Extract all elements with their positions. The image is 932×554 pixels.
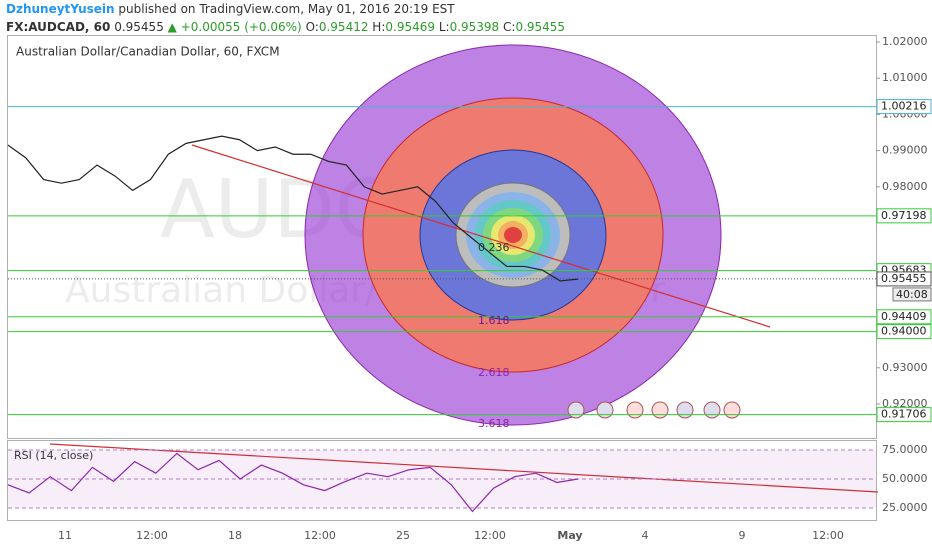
current-price-label: 0.95455 — [881, 272, 927, 285]
time-label: May — [557, 529, 582, 542]
header-line-2: FX:AUDCAD, 60 0.95455 ▲ +0.00055 (+0.06%… — [6, 20, 565, 34]
price-tick-label: 1.02000 — [882, 35, 928, 48]
l: 0.95398 — [450, 20, 500, 34]
price-label: 0.94000 — [881, 325, 927, 338]
rsi-tick-label: 25.0000 — [882, 501, 928, 514]
fib-label: 2.618 — [478, 366, 510, 379]
rsi-line — [7, 452, 579, 513]
price-label: 1.00216 — [881, 100, 927, 113]
l-label: L: — [439, 20, 450, 34]
current-price-bg — [876, 271, 932, 287]
price-label: 0.97198 — [881, 209, 927, 222]
fib-label: 1.618 — [478, 314, 510, 327]
price-tick-label: 0.99000 — [882, 144, 928, 157]
rsi-tick-label: 75.0000 — [882, 443, 928, 456]
event-icon — [651, 401, 669, 419]
time-label: 12:00 — [304, 529, 336, 542]
time-label: 12:00 — [474, 529, 506, 542]
trend-line — [191, 144, 771, 328]
price-tick-label: 0.93000 — [882, 361, 928, 374]
price-label-bg — [876, 324, 932, 340]
price-label: 0.91706 — [881, 408, 927, 421]
events — [567, 401, 741, 419]
price-label-bg — [876, 99, 932, 115]
published: published on TradingView.com, May 01, 20… — [118, 2, 455, 16]
o-label: O: — [306, 20, 319, 34]
time-label: 11 — [58, 529, 72, 542]
price-tick-label: 0.98000 — [882, 180, 928, 193]
fib-circles — [304, 44, 722, 426]
author: DzhuneytYusein — [6, 2, 115, 16]
time-label: 12:00 — [812, 529, 844, 542]
time-label: 4 — [642, 529, 649, 542]
rsi-tick-label: 50.0000 — [882, 472, 928, 485]
last: 0.95455 — [114, 20, 164, 34]
fib-label: 3.618 — [478, 417, 510, 430]
time-label: 9 — [739, 529, 746, 542]
price-label-bg — [876, 208, 932, 224]
event-icon — [596, 401, 614, 419]
header-line-1: DzhuneytYusein published on TradingView.… — [6, 2, 455, 16]
price-label-bg — [876, 309, 932, 325]
event-icon — [703, 401, 721, 419]
countdown-bg — [892, 287, 932, 302]
event-icon — [626, 401, 644, 419]
circle-center — [504, 227, 522, 243]
countdown: 40:08 — [896, 288, 928, 301]
event-icon — [723, 401, 741, 419]
pane-title: Australian Dollar/Canadian Dollar, 60, F… — [16, 45, 280, 59]
o: 0.95412 — [319, 20, 369, 34]
h-label: H: — [372, 20, 385, 34]
rsi-pane — [7, 440, 877, 521]
price-label: 0.94409 — [881, 310, 927, 323]
rsi-title: RSI (14, close) — [14, 449, 93, 462]
price-label-bg — [876, 407, 932, 423]
c-label: C: — [503, 20, 515, 34]
c: 0.95455 — [515, 20, 565, 34]
price-pane — [7, 35, 877, 439]
change: ▲ +0.00055 (+0.06%) — [168, 20, 302, 34]
symbol: FX:AUDCAD, 60 — [6, 20, 110, 34]
rsi-trend-line — [49, 443, 879, 493]
time-label: 25 — [396, 529, 410, 542]
h: 0.95469 — [385, 20, 435, 34]
price-tick-label: 1.01000 — [882, 71, 928, 84]
event-icon — [676, 401, 694, 419]
fib-label: 0.236 — [478, 241, 510, 254]
event-icon — [567, 401, 585, 419]
price-line — [7, 135, 579, 282]
price-tick-label: 0.92000 — [882, 397, 928, 410]
time-label: 12:00 — [136, 529, 168, 542]
time-label: 18 — [228, 529, 242, 542]
